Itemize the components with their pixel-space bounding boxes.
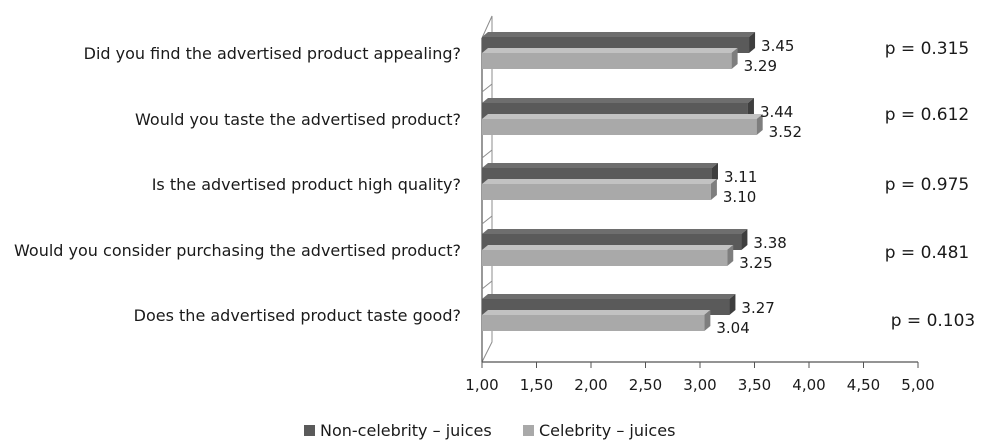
- x-tick-label: 4,50: [847, 376, 880, 394]
- bar-top-face: [482, 32, 756, 37]
- x-tick-label: 4,00: [792, 376, 825, 394]
- wall-separator: [481, 280, 493, 290]
- bar-side-face: [711, 163, 718, 184]
- data-label: 3.11: [724, 168, 757, 186]
- bar-top-face: [482, 98, 754, 103]
- p-value-label: p = 0.315: [885, 39, 970, 59]
- data-label: 3.45: [761, 37, 794, 55]
- label-layer: 3.45 3.29 Did you find the advertised prod…: [14, 37, 975, 337]
- bar-top-face: [482, 114, 763, 119]
- data-label: 3.25: [739, 254, 772, 272]
- bar-layer: [482, 32, 763, 331]
- bar-celebrity: [482, 315, 705, 331]
- data-label: 3.44: [760, 103, 793, 121]
- category-label: Does the advertised product taste good?: [134, 306, 461, 325]
- legend-label: Non-celebrity – juices: [320, 421, 492, 440]
- legend-swatch: [523, 425, 534, 436]
- x-tick-label: 2,00: [574, 376, 607, 394]
- bar-side-face: [747, 98, 754, 119]
- category-label: Would you consider purchasing the advert…: [14, 241, 461, 260]
- bar-side-face: [704, 310, 711, 331]
- bar-side-face: [749, 32, 756, 53]
- x-tick-label: 3,50: [738, 376, 771, 394]
- bar-top-face: [482, 310, 711, 315]
- bar-side-face: [741, 229, 748, 250]
- bar-celebrity: [482, 53, 732, 69]
- bar-top-face: [482, 48, 738, 53]
- data-label: 3.04: [716, 319, 749, 337]
- bar-top-face: [482, 179, 717, 184]
- bar-side-face: [731, 48, 738, 69]
- bar-side-face: [729, 294, 736, 315]
- x-tick-label: 2,50: [629, 376, 662, 394]
- bar-celebrity: [482, 119, 757, 135]
- bar-side-face: [710, 179, 717, 200]
- legend-label: Celebrity – juices: [539, 421, 675, 440]
- category-label: Is the advertised product high quality?: [152, 175, 461, 194]
- category-label: Would you taste the advertised product?: [135, 110, 461, 129]
- legend-swatch: [304, 425, 315, 436]
- p-value-label: p = 0.481: [885, 243, 970, 263]
- x-tick-label: 1,50: [520, 376, 553, 394]
- axis-layer: 1,00 1,50 2,00 2,50 3,00 3,50 4,00 4,50 5,00: [465, 15, 935, 394]
- data-label: 3.27: [741, 299, 774, 317]
- wall-separator: [481, 215, 493, 225]
- category-label: Did you find the advertised product appe…: [84, 44, 461, 63]
- bar-side-face: [727, 245, 734, 266]
- bar-side-face: [756, 114, 763, 135]
- x-tick-label: 5,00: [901, 376, 934, 394]
- p-value-label: p = 0.103: [891, 311, 976, 331]
- p-value-label: p = 0.975: [885, 175, 970, 195]
- legend: Non-celebrity – juices Celebrity – juices: [304, 421, 675, 440]
- bar-top-face: [482, 163, 718, 168]
- bar-top-face: [482, 294, 736, 299]
- data-label: 3.38: [753, 234, 786, 252]
- data-label: 3.10: [723, 188, 756, 206]
- bar-top-face: [482, 229, 748, 234]
- wall-separator: [481, 149, 493, 159]
- x-tick-label: 1,00: [465, 376, 498, 394]
- bar-celebrity: [482, 184, 711, 200]
- bar-top-face: [482, 245, 734, 250]
- x-tick-label: 3,00: [683, 376, 716, 394]
- bar-celebrity: [482, 250, 728, 266]
- p-value-label: p = 0.612: [885, 105, 970, 125]
- data-label: 3.29: [744, 57, 777, 75]
- wall-separator: [481, 83, 493, 93]
- data-label: 3.52: [769, 123, 802, 141]
